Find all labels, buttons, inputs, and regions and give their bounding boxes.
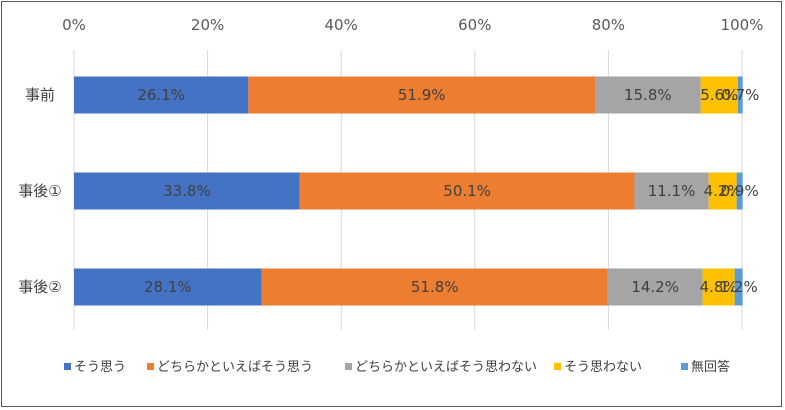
data-label: 0.7% bbox=[721, 86, 759, 104]
legend-label: そう思う bbox=[74, 360, 126, 375]
bar-segment bbox=[595, 76, 701, 114]
legend-swatch bbox=[147, 363, 154, 370]
bar-segment bbox=[736, 172, 743, 210]
x-tick-label: 60% bbox=[458, 16, 491, 34]
bar-segment bbox=[702, 268, 735, 306]
data-label: 26.1% bbox=[137, 86, 185, 104]
legend-label: どちらかといえばそう思わない bbox=[355, 360, 537, 375]
bar-segment bbox=[261, 268, 608, 306]
legend-swatch bbox=[345, 363, 352, 370]
data-label: 50.1% bbox=[443, 182, 491, 200]
data-label: 33.8% bbox=[163, 182, 211, 200]
data-label: 5.6% bbox=[700, 86, 738, 104]
bar-segment bbox=[299, 172, 635, 210]
legend: そう思う どちらかといえばそう思う どちらかといえばそう思わない そう思わない 無回答 bbox=[64, 359, 730, 375]
x-axis-ticks: 0% 20% 40% 60% 80% 100% bbox=[62, 16, 763, 34]
x-tick-label: 20% bbox=[191, 16, 224, 34]
category-label: 事後② bbox=[18, 278, 61, 296]
x-tick-label: 80% bbox=[592, 16, 625, 34]
x-tick-label: 0% bbox=[62, 16, 86, 34]
category-label: 事前 bbox=[25, 86, 55, 104]
legend-label: どちらかといえばそう思う bbox=[157, 360, 313, 375]
data-label: 51.8% bbox=[411, 278, 459, 296]
x-tick-label: 100% bbox=[721, 16, 764, 34]
x-tick-label: 40% bbox=[325, 16, 358, 34]
bar-segment bbox=[734, 268, 743, 306]
data-label: 28.1% bbox=[144, 278, 192, 296]
data-label: 51.9% bbox=[398, 86, 446, 104]
legend-swatch bbox=[554, 363, 561, 370]
legend-label: 無回答 bbox=[691, 359, 730, 375]
category-label: 事後① bbox=[18, 182, 61, 200]
data-label: 14.2% bbox=[631, 278, 679, 296]
bar-segment bbox=[607, 268, 703, 306]
data-label: 4.2% bbox=[704, 182, 742, 200]
bar-segment bbox=[634, 172, 709, 210]
data-label: 11.1% bbox=[648, 182, 696, 200]
data-label: 0.9% bbox=[721, 182, 759, 200]
legend-swatch bbox=[64, 363, 71, 370]
data-label: 1.2% bbox=[720, 278, 758, 296]
bar-segment bbox=[74, 76, 249, 114]
bar-segment bbox=[74, 268, 262, 306]
data-label: 15.8% bbox=[624, 86, 672, 104]
legend-label: そう思わない bbox=[564, 360, 642, 375]
bar-segment bbox=[700, 76, 738, 114]
bar-segment bbox=[737, 76, 743, 114]
legend-swatch bbox=[681, 363, 688, 370]
bars: 26.1% 51.9% 15.8% 5.6%0.7% 33.8% 50.1% 11.1% 4.… bbox=[74, 76, 759, 306]
bar-segment bbox=[74, 172, 300, 210]
bar-segment bbox=[248, 76, 596, 114]
data-label: 4.8% bbox=[700, 278, 738, 296]
bar-segment bbox=[708, 172, 737, 210]
